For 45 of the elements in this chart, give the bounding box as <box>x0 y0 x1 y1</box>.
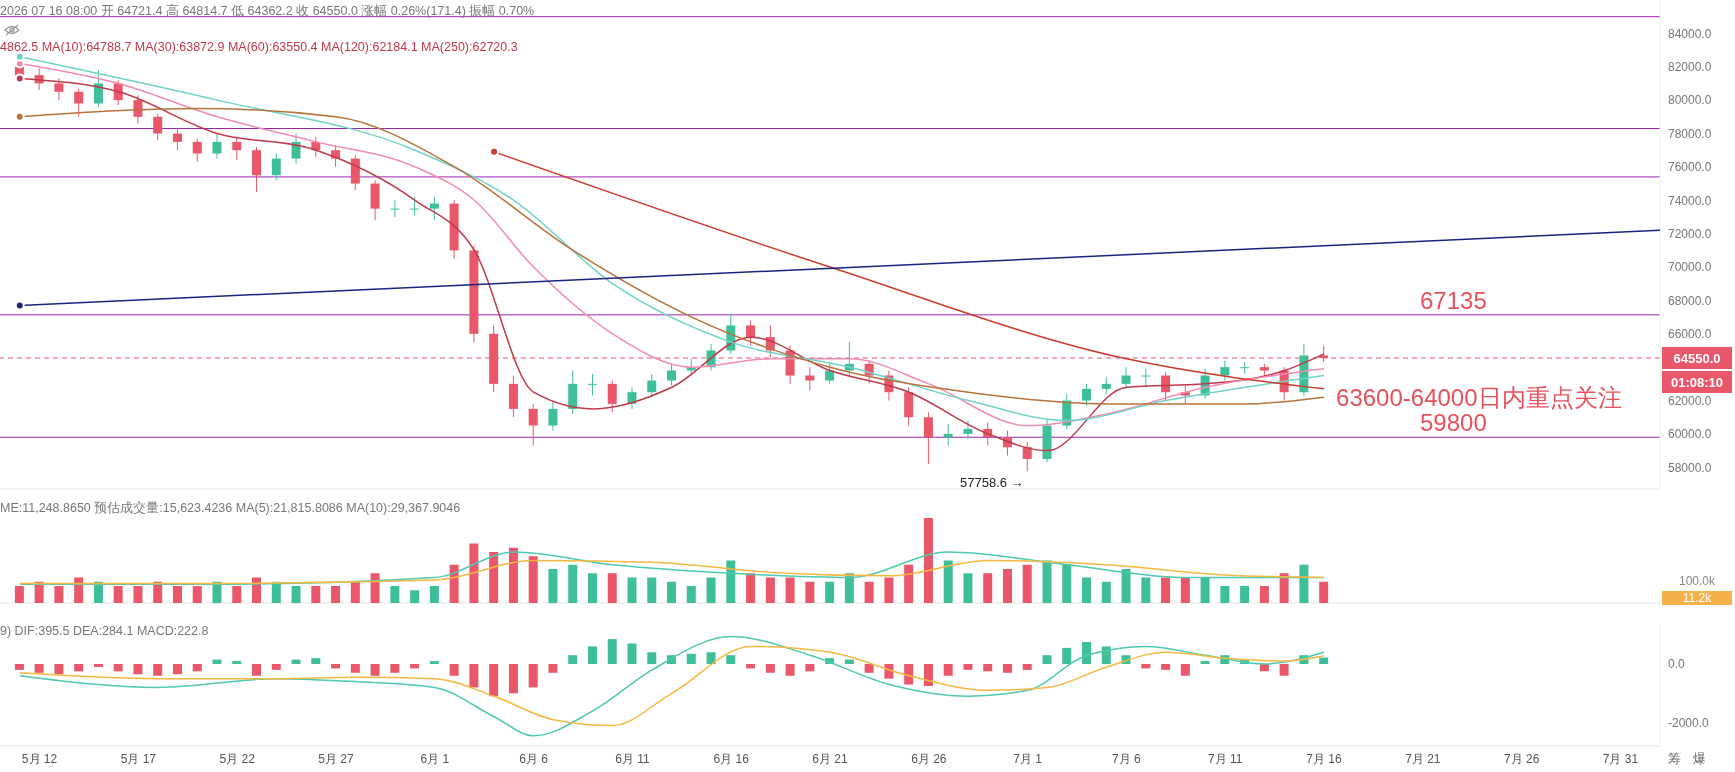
x-tick-label: 5月 17 <box>120 751 157 766</box>
annotation: 4862.5 MA(10):64788.7 MA(30):63872.9 MA(60):63550.4 MA(120):62184.1 MA(250):62720.3 <box>0 40 518 54</box>
y-tick-label: 68000.0 <box>1668 293 1712 308</box>
text: 筹 爆 <box>1668 750 1710 768</box>
x-tick-label: 7月 21 <box>1405 751 1441 766</box>
x-tick-label: 6月 16 <box>713 751 750 766</box>
y-tick-label: 70000.0 <box>1668 260 1712 275</box>
text: 11.2k <box>1662 591 1732 605</box>
x-tick-label: 7月 6 <box>1112 751 1142 766</box>
y-tick-label: 74000.0 <box>1668 193 1712 208</box>
x-tick-label: 6月 26 <box>911 751 947 766</box>
ref-line-label: 67135 <box>1420 286 1487 314</box>
y-tick-label: 76000.0 <box>1668 160 1712 175</box>
x-tick-label: 5月 12 <box>21 751 58 766</box>
text: ME:11,248.8650 预估成交量:15,623.4236 MA(5):21,815.8086 MA(10):29,367.9046 <box>0 500 461 517</box>
ref-line-label: 64550.0 <box>1673 350 1721 366</box>
annotation: 2026 07 16 08:00 开 64721.4 高 64814.7 低 64362.2 收 64550.0 涨幅 0.26%(171.4) 振幅 0.70% <box>0 3 535 20</box>
y-tick-label: 84000.0 <box>1668 26 1712 41</box>
x-tick-label: 7月 1 <box>1013 751 1043 766</box>
x-tick-label: 7月 26 <box>1503 751 1540 766</box>
x-tick-label: 6月 11 <box>615 751 650 766</box>
x-tick-label: 6月 21 <box>812 751 848 766</box>
x-tick-label: 6月 6 <box>519 751 549 766</box>
y-tick-label: -2000.0 <box>1668 715 1710 730</box>
ref-line-label: 59800 <box>1420 409 1487 437</box>
y-tick-label: 58000.0 <box>1668 460 1712 475</box>
x-tick-label: 7月 31 <box>1602 751 1639 766</box>
text: 01:08:10 <box>1670 374 1724 390</box>
x-tick-label: 5月 22 <box>219 751 256 766</box>
y-tick-label: 78000.0 <box>1668 126 1712 141</box>
text: 100.0k <box>1678 574 1716 588</box>
y-tick-label: 66000.0 <box>1668 327 1712 342</box>
y-tick-label: 72000.0 <box>1668 226 1712 241</box>
y-tick-label: 80000.0 <box>1668 93 1712 108</box>
y-tick-label: 82000.0 <box>1668 60 1712 75</box>
y-tick-label: 0.0 <box>1668 657 1686 672</box>
y-tick-label: 60000.0 <box>1668 427 1712 442</box>
x-tick-label: 7月 11 <box>1208 751 1243 766</box>
x-tick-label: 5月 27 <box>318 751 354 766</box>
x-tick-label: 6月 1 <box>420 751 450 766</box>
annotation: 57758.6 → <box>960 475 1024 491</box>
annotation: 9) DIF:395.5 DEA:284.1 MACD:222.8 <box>0 624 209 638</box>
x-tick-label: 7月 16 <box>1306 751 1343 766</box>
annotation: 63600-64000日内重点关注 <box>1336 383 1622 411</box>
y-tick-label: 62000.0 <box>1668 393 1712 408</box>
